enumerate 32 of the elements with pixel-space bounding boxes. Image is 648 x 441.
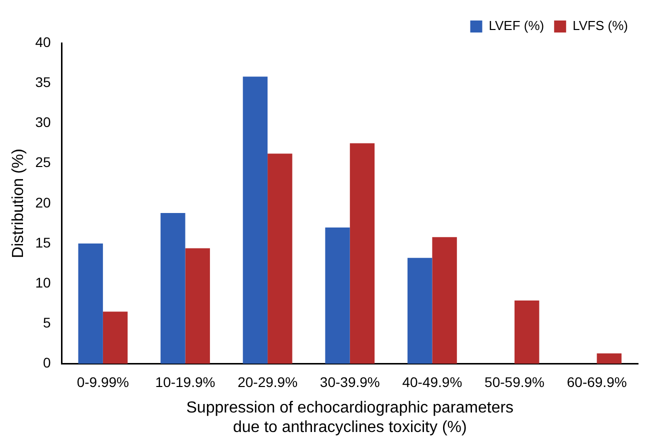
- x-axis-title: Suppression of echocardiographic parameters due to anthracyclines toxicity (%): [186, 400, 514, 436]
- bar: [160, 213, 186, 364]
- bar: [408, 258, 432, 364]
- bar: [325, 227, 350, 364]
- bar: [268, 154, 292, 364]
- x-tick-label: 50-59.9%: [484, 374, 544, 390]
- bar: [596, 353, 622, 364]
- y-tick-label: 0: [42, 354, 51, 371]
- legend-label: LVFS (%): [572, 18, 628, 34]
- y-tick-label: 25: [35, 154, 51, 170]
- x-tick-label: 20-29.9%: [238, 374, 298, 390]
- bar: [242, 76, 268, 364]
- y-tick-label: 15: [35, 234, 51, 250]
- y-axis-title: Distribution (%): [10, 148, 28, 258]
- bar: [78, 244, 103, 364]
- y-tick-label: 30: [35, 114, 51, 130]
- y-tick-label: 35: [35, 74, 51, 90]
- x-tick-label: 0-9.99%: [76, 374, 130, 390]
- bar: [514, 300, 540, 364]
- y-tick-label: 5: [42, 314, 51, 331]
- y-tick-label: 40: [35, 34, 51, 50]
- bar: [350, 143, 375, 364]
- bar: [432, 237, 457, 364]
- y-tick-label: 10: [35, 274, 51, 290]
- x-tick-label: 40-49.9%: [402, 374, 462, 390]
- x-tick-label: 10-19.9%: [155, 374, 216, 390]
- x-tick-label: 30-39.9%: [320, 374, 380, 390]
- bar: [185, 248, 210, 364]
- y-tick-label: 20: [35, 194, 51, 210]
- x-tick-label: 60-69.9%: [566, 374, 627, 390]
- legend-label: LVEF (%): [488, 18, 544, 34]
- bar: [102, 312, 128, 364]
